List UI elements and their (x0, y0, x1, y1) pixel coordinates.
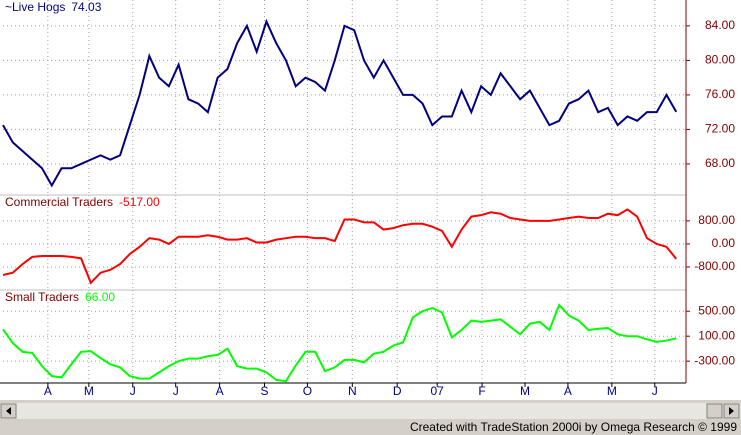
y-tick-label: 68.00 (705, 156, 735, 170)
last-value: 74.03 (71, 0, 101, 14)
x-tick-label: M (84, 384, 94, 398)
footer: Created with TradeStation 2000i by Omega… (410, 420, 737, 434)
y-tick-label: 84.00 (705, 18, 735, 32)
y-tick-label: 800.00 (698, 213, 735, 227)
x-tick-label: M (607, 384, 617, 398)
x-tick-label: A (216, 384, 224, 398)
x-tick-label: O (303, 384, 312, 398)
y-tick-label: -800.00 (694, 259, 735, 273)
x-tick-label: N (348, 384, 357, 398)
y-tick-label: 500.00 (698, 303, 735, 317)
series-name: Small Traders (5, 290, 79, 304)
x-tick-label: J (173, 384, 179, 398)
x-tick-label: J (130, 384, 136, 398)
series-name: Commercial Traders (5, 195, 113, 209)
scroll-thumb[interactable] (706, 403, 723, 419)
x-tick-label: A (564, 384, 572, 398)
series-line (2, 208, 678, 285)
x-tick-label: F (478, 384, 485, 398)
last-value: 66.00 (85, 290, 115, 304)
y-tick-label: -300.00 (694, 353, 735, 367)
series-line (2, 18, 678, 188)
arrow-left (6, 407, 11, 415)
x-tick-label: M (520, 384, 530, 398)
series-line (2, 303, 677, 383)
x-tick-label: S (260, 384, 268, 398)
scrollbar[interactable] (0, 403, 741, 419)
arrow-right (729, 407, 734, 415)
y-tick-label: 100.00 (698, 328, 735, 342)
series-name: ~Live Hogs (5, 0, 65, 14)
x-tick-label: 07 (431, 384, 445, 398)
y-tick-label: 80.00 (705, 53, 735, 67)
scroll-track (0, 403, 741, 419)
x-tick-label: J (652, 384, 658, 398)
y-tick-label: 76.00 (705, 87, 735, 101)
y-tick-label: 0.00 (712, 236, 736, 250)
y-tick-label: 72.00 (705, 122, 735, 136)
x-tick-label: D (393, 384, 402, 398)
last-value: -517.00 (119, 195, 160, 209)
x-tick-label: A (44, 384, 52, 398)
